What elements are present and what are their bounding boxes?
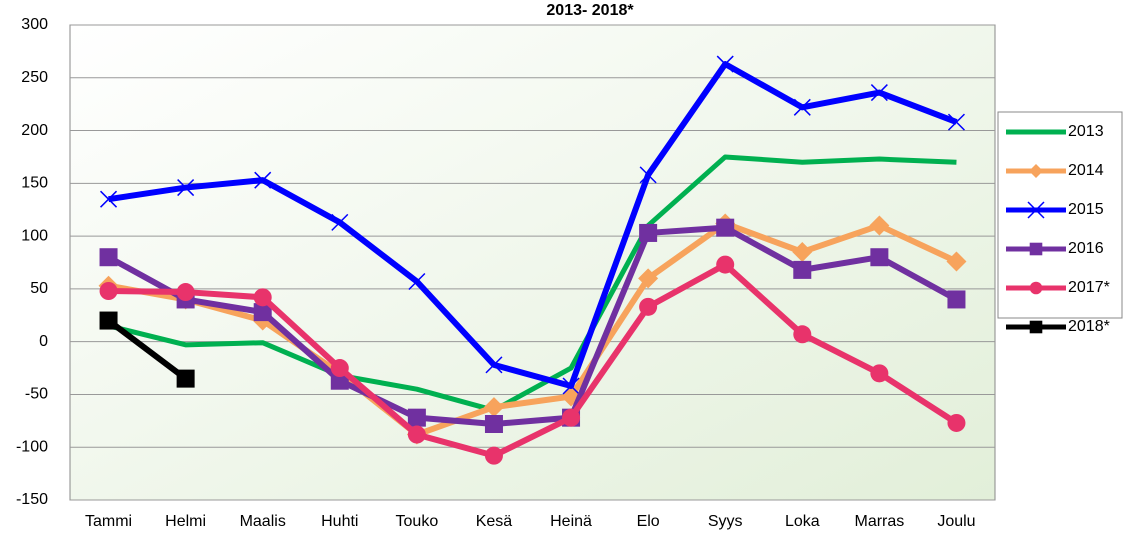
legend <box>997 111 1123 319</box>
x-tick-label: Syys <box>708 513 743 530</box>
marker <box>638 268 659 289</box>
legend-label: 2013 <box>1068 123 1104 140</box>
marker <box>407 408 426 427</box>
marker <box>330 359 349 378</box>
x-tick-label: Joulu <box>937 513 975 530</box>
y-tick-label: -50 <box>25 386 48 403</box>
marker <box>100 190 118 208</box>
marker <box>869 215 890 236</box>
marker <box>562 408 581 427</box>
x-tick-label: Loka <box>785 513 820 530</box>
marker <box>177 179 195 197</box>
marker <box>562 377 580 395</box>
marker <box>176 283 195 302</box>
series-line <box>107 224 958 427</box>
legend-label: 2014 <box>1068 162 1104 179</box>
legend-marker <box>1029 320 1043 334</box>
marker <box>716 255 735 274</box>
marker <box>639 166 657 184</box>
series-line <box>108 261 959 459</box>
y-tick-label: -150 <box>16 491 48 508</box>
y-tick-label: 250 <box>21 69 48 86</box>
marker <box>639 297 658 316</box>
series-line <box>108 220 958 438</box>
series-line <box>106 318 188 382</box>
marker <box>484 446 503 465</box>
x-tick-label: Marras <box>854 513 904 530</box>
marker <box>947 113 965 131</box>
y-tick-label: 150 <box>21 175 48 192</box>
marker <box>99 311 118 330</box>
legend-label: 2018* <box>1068 318 1110 335</box>
legend-marker <box>1029 281 1043 295</box>
x-tick-label: Huhti <box>321 513 358 530</box>
marker <box>408 272 426 291</box>
y-tick-label: -100 <box>16 438 48 455</box>
legend-marker <box>1027 201 1045 219</box>
x-tick-label: Heinä <box>550 513 592 530</box>
marker <box>639 223 658 242</box>
marker <box>716 218 735 237</box>
legend-marker <box>1029 242 1043 256</box>
y-tick-label: 300 <box>21 16 48 33</box>
marker <box>793 325 812 344</box>
marker <box>485 356 503 374</box>
marker <box>407 425 426 444</box>
marker <box>870 84 888 102</box>
marker <box>483 397 504 418</box>
x-tick-label: Elo <box>637 513 660 530</box>
legend-label: 2017* <box>1068 279 1110 296</box>
y-tick-label: 50 <box>30 280 48 297</box>
y-tick-label: 200 <box>21 122 48 139</box>
legend-marker <box>1029 164 1043 178</box>
marker <box>792 241 813 262</box>
marker <box>331 213 349 231</box>
marker <box>99 282 118 300</box>
x-tick-label: Maalis <box>240 513 286 530</box>
marker <box>946 251 967 272</box>
y-tick-label: 0 <box>39 333 48 350</box>
marker <box>947 413 966 432</box>
marker <box>870 248 889 267</box>
x-tick-label: Touko <box>396 513 439 530</box>
chart-title: 2013- 2018* <box>546 2 634 19</box>
legend-label: 2015 <box>1068 201 1104 218</box>
marker <box>330 371 349 390</box>
marker <box>793 98 811 116</box>
marker <box>716 55 734 73</box>
marker <box>176 369 195 388</box>
marker <box>484 415 503 433</box>
marker <box>947 290 966 309</box>
marker <box>253 288 272 307</box>
marker <box>870 364 889 383</box>
marker <box>793 260 812 279</box>
marker <box>253 303 272 322</box>
x-tick-label: Tammi <box>85 513 132 530</box>
marker <box>254 171 272 189</box>
y-tick-label: 100 <box>21 227 48 244</box>
legend-label: 2016 <box>1068 240 1104 257</box>
marker <box>99 248 118 267</box>
x-tick-label: Helmi <box>165 513 206 530</box>
x-tick-label: Kesä <box>476 513 513 530</box>
series-line <box>107 154 957 413</box>
series-line <box>108 61 958 389</box>
